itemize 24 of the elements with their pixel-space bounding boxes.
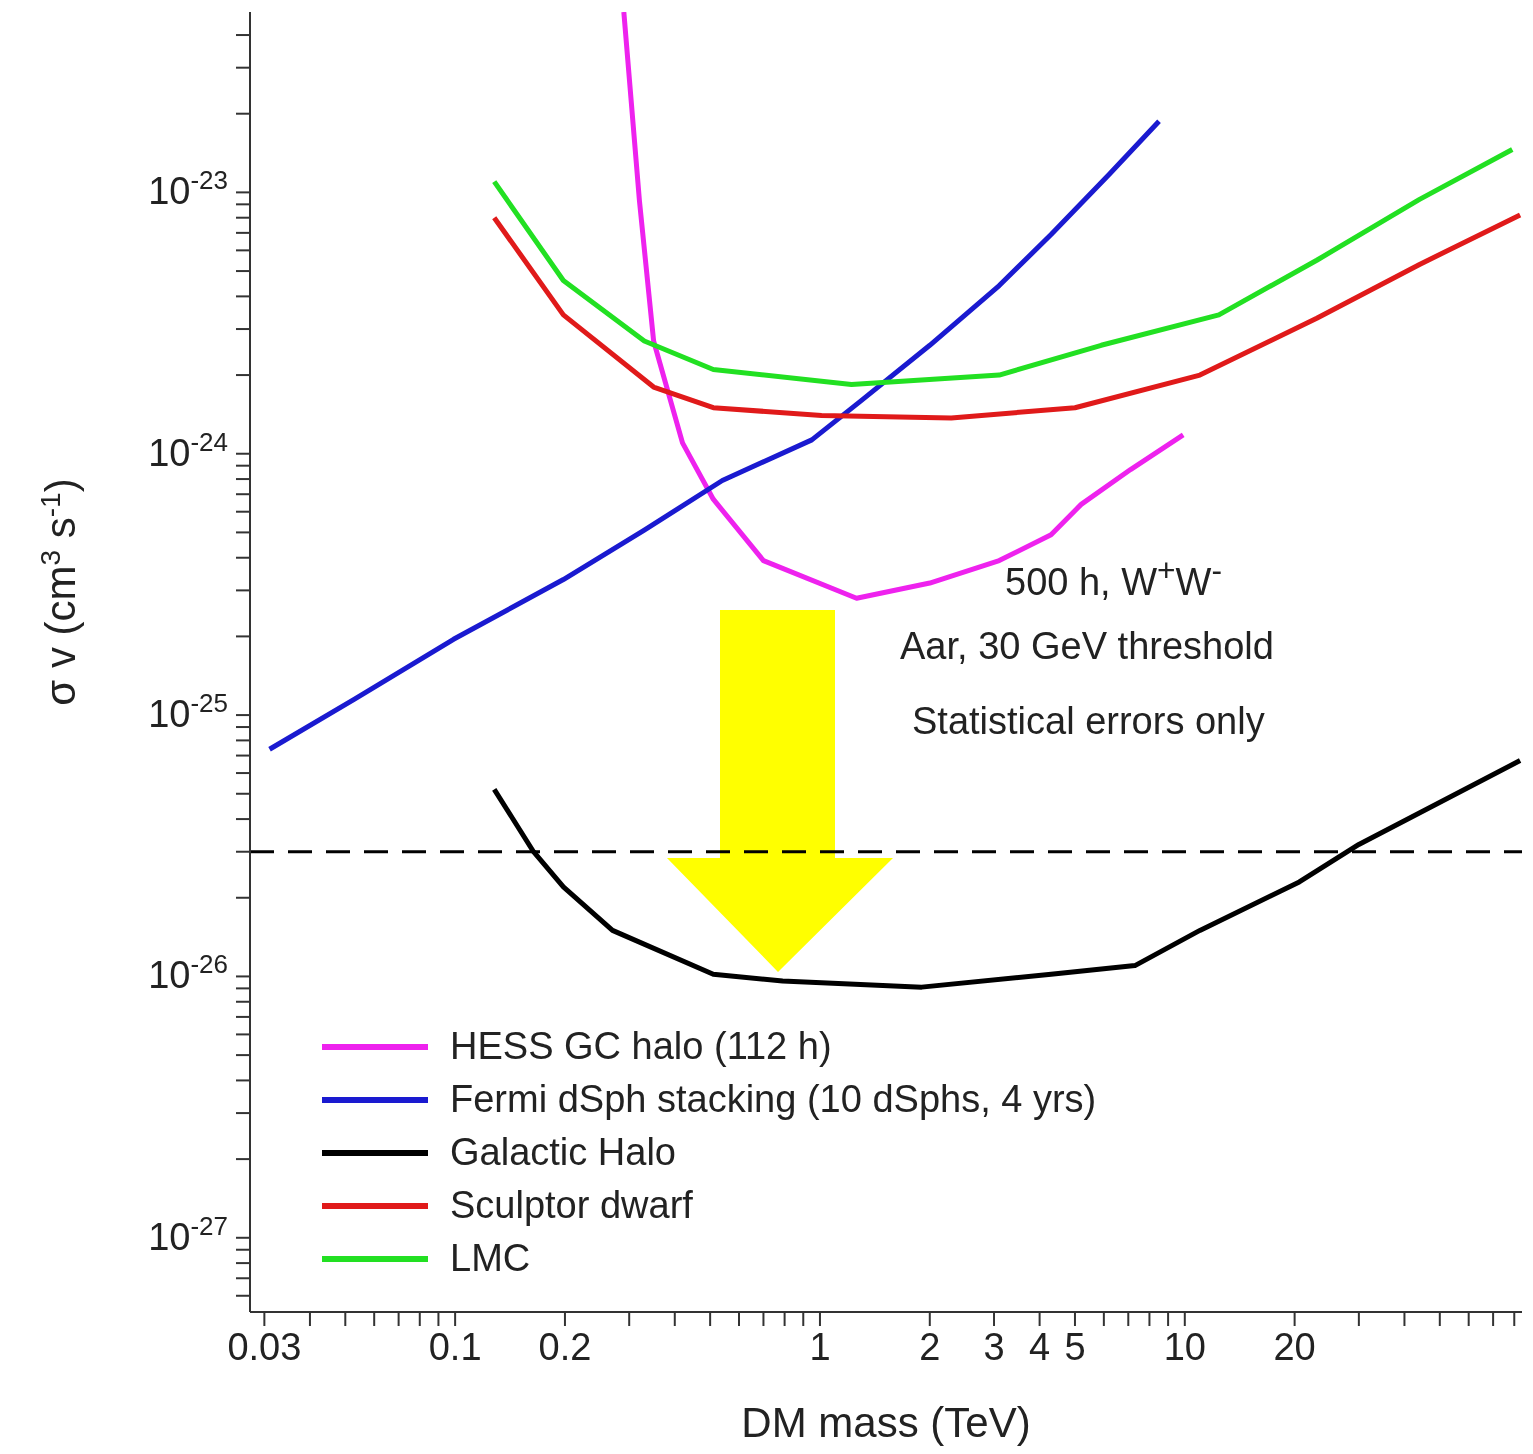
x-tick-label: 10 — [1163, 1326, 1206, 1368]
y-tick-label: 10$^{-23}$ — [148, 165, 228, 213]
y-tick-label: 10$^{-26}$ — [148, 949, 228, 997]
y-tick-label: 10$^{-25}$ — [148, 688, 228, 736]
legend-label: Fermi dSph stacking (10 dSphs, 4 yrs) — [450, 1078, 1097, 1121]
legend-label: Sculptor dwarf — [450, 1184, 693, 1227]
x-tick-label: 4 — [1029, 1326, 1051, 1368]
y-tick-label: 10$^{-24}$ — [148, 426, 228, 474]
annotation: Aar, 30 GeV threshold — [900, 625, 1274, 668]
x-tick-label: 2 — [919, 1326, 941, 1368]
legend-label: LMC — [450, 1237, 531, 1280]
y-tick-label: 10$^{-27}$ — [148, 1210, 228, 1258]
legend-label: HESS GC halo (112 h) — [450, 1025, 832, 1068]
x-tick-label: 0.2 — [538, 1326, 592, 1368]
legend-label: Galactic Halo — [450, 1131, 676, 1174]
x-tick-label: 1 — [809, 1326, 831, 1368]
x-tick-label: 3 — [983, 1326, 1005, 1368]
x-tick-label: 5 — [1064, 1326, 1086, 1368]
x-tick-label: 0.1 — [428, 1326, 482, 1368]
x-tick-label: 20 — [1273, 1326, 1316, 1368]
annotation: Statistical errors only — [912, 700, 1265, 743]
annotation: 500 h, W$^{+}$W$^{-}$ — [1005, 552, 1222, 604]
x-axis-title: DM mass (TeV) — [741, 1399, 1031, 1446]
x-tick-label: 0.03 — [227, 1326, 302, 1368]
